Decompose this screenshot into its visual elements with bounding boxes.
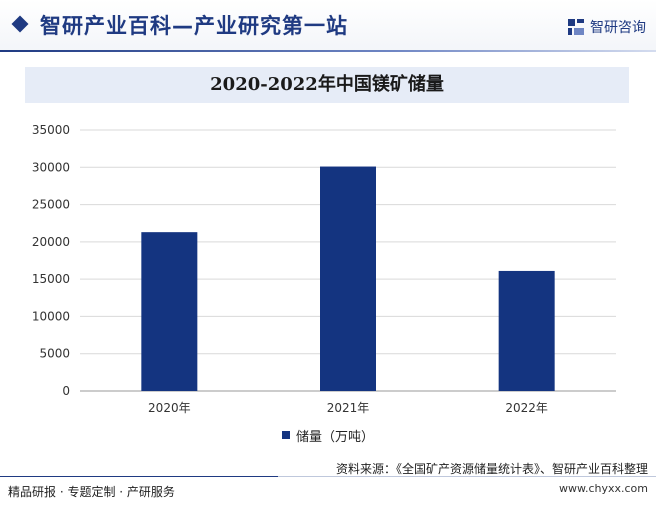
y-tick-label: 35000 [32,123,70,137]
x-tick-label: 2020年 [148,401,191,415]
brand-logo-icon [568,19,584,35]
legend-label: 储量（万吨） [295,429,374,445]
chart-title: 2020-2022年中国镁矿储量 [210,74,444,95]
x-tick-label: 2021年 [327,401,370,415]
y-tick-label: 30000 [32,160,70,174]
brand-name: 智研咨询 [590,20,646,36]
page-title: 智研产业百科—产业研究第一站 [40,14,348,38]
footer-source: 资料来源：《全国矿产资源储量统计表》、智研产业百科整理 [335,462,648,476]
footer-services: 精品研报 · 专题定制 · 产研服务 [8,485,175,499]
y-tick-label: 25000 [32,198,70,212]
chart-legend: 储量（万吨） [0,426,656,445]
footer-divider-left [0,476,278,477]
chart-title-band: 2020-2022年中国镁矿储量 [25,67,629,103]
bar-3 [498,270,555,391]
brand-logo[interactable]: 智研咨询 [567,17,646,37]
diamond-icon [11,15,29,33]
page-header: 智研产业百科—产业研究第一站 智研咨询 [0,0,656,52]
y-tick-label: 20000 [32,235,70,249]
footer-url[interactable]: www.chyxx.com [558,482,648,495]
y-tick-label: 15000 [32,272,70,286]
bar-1 [141,232,198,391]
y-tick-label: 10000 [32,309,70,323]
y-tick-label: 0 [62,384,70,398]
x-tick-label: 2022年 [505,401,548,415]
header-divider [0,50,656,52]
bar-2 [320,166,376,391]
bar-chart: 0 5000 10000 15000 20000 25000 30000 35000 2020年… [32,123,616,415]
y-tick-label: 5000 [39,347,70,361]
footer-divider-right [278,476,656,477]
legend-swatch [281,431,290,439]
